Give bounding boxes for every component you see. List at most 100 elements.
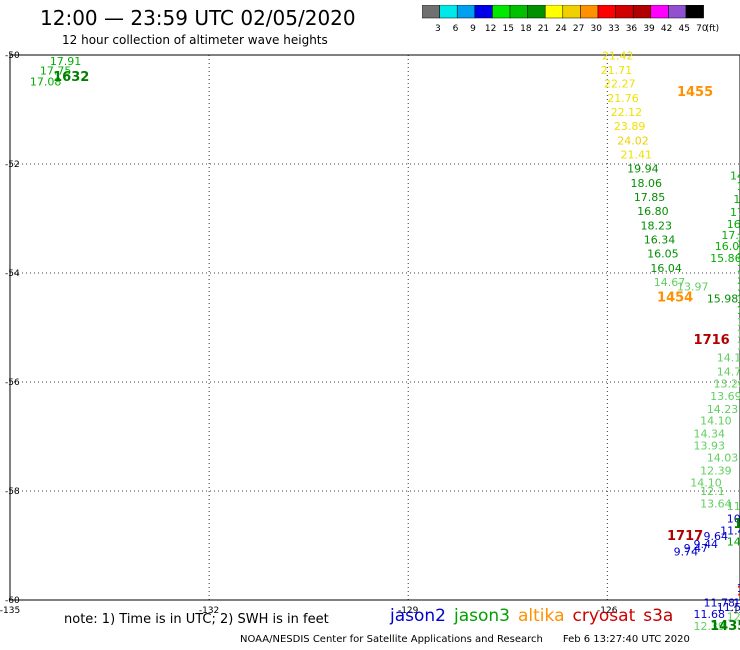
data-point: 18 — [737, 180, 740, 193]
y-tick-label: -58 — [5, 487, 20, 497]
data-point: 22.12 — [611, 106, 643, 119]
chart-title: 12:00 — 23:59 UTC 02/05/2020 — [40, 6, 356, 30]
data-point: 13.38 — [737, 339, 740, 352]
data-point: 17.07 — [721, 229, 740, 242]
data-point: 12.39 — [700, 465, 732, 478]
data-point: 14.10 — [700, 415, 732, 428]
pass-time-label: 1435 — [710, 619, 740, 634]
data-point: 11. — [727, 500, 740, 513]
chart-subtitle: 12 hour collection of altimeter wave hei… — [62, 33, 328, 47]
pass-time-label: 1455 — [677, 85, 713, 100]
data-point: 12.39 — [694, 620, 726, 633]
data-point: 11.78 — [704, 597, 736, 610]
data-point: 14.7 — [737, 280, 740, 293]
legend-item-jason3: jason3 — [454, 606, 510, 626]
data-point: 16.34 — [644, 234, 676, 247]
data-point: 17.91 — [50, 55, 81, 68]
data-point: 11.45 — [720, 525, 740, 538]
data-point: 12.1 — [700, 485, 725, 498]
y-tick-label: -50 — [5, 51, 20, 61]
data-point: 16. — [733, 193, 740, 206]
x-tick-label: -129 — [398, 606, 419, 616]
colorbar-label: 30 — [591, 24, 603, 34]
data-point: 23.89 — [614, 120, 646, 133]
data-point: 11.51 — [717, 601, 740, 614]
data-point: 15. — [737, 256, 740, 269]
data-point: 18.23 — [640, 219, 672, 232]
data-point: 17.1 — [730, 206, 740, 219]
data-point: 13.93 — [694, 440, 726, 453]
colorbar-label: 27 — [573, 24, 584, 34]
data-point: 14 — [730, 169, 740, 182]
data-point: 18.06 — [631, 177, 663, 190]
data-point: 9.64 — [704, 530, 729, 543]
data-point: 13.20 — [713, 377, 740, 390]
data-point: 13.7 — [737, 304, 740, 317]
data-point: 15 — [737, 231, 740, 244]
pass-time-label: 14 — [733, 517, 740, 532]
data-point: 21.71 — [601, 64, 633, 77]
data-point: 14.10 — [690, 477, 722, 490]
data-point: 21.76 — [607, 92, 639, 105]
data-point: 15. — [737, 268, 740, 281]
data-point: 14.34 — [694, 428, 726, 441]
colorbar-unit: (ft) — [706, 24, 720, 34]
colorbar-label: 15 — [503, 24, 514, 34]
data-point: 9.47 — [684, 542, 709, 555]
data-point: 16.01 — [715, 240, 740, 253]
data-point: 21.41 — [621, 149, 653, 162]
data-point: 9.44 — [694, 538, 719, 551]
colorbar-label: 21 — [538, 24, 549, 34]
x-tick-label: -126 — [597, 606, 618, 616]
x-tick-label: -132 — [199, 606, 219, 616]
data-point: 14.18 — [717, 351, 740, 364]
data-point: 16.72 — [727, 218, 740, 231]
colorbar-swatch — [685, 5, 704, 19]
data-point: 22.27 — [604, 78, 636, 91]
colorbar-label: 9 — [470, 24, 476, 34]
data-point: 14. — [727, 536, 740, 549]
data-point: 17.85 — [634, 191, 666, 204]
x-tick-label: -135 — [0, 606, 20, 616]
pass-time-label: 1717 — [667, 529, 703, 544]
data-point: 14.73 — [717, 365, 740, 378]
legend-item-altika: altika — [518, 606, 565, 626]
legend-item-cryosat: cryosat — [572, 606, 636, 626]
data-point: 19.94 — [627, 163, 659, 176]
colorbar-label: 6 — [453, 24, 459, 34]
colorbar-label: 3 — [435, 24, 441, 34]
x-tick-label: -124 — [730, 606, 740, 616]
colorbar-label: 39 — [643, 24, 655, 34]
pass-time-label: 1716 — [694, 333, 730, 348]
credit-line: NOAA/NESDIS Center for Satellite Applica… — [240, 634, 710, 645]
credit-text: NOAA/NESDIS Center for Satellite Applica… — [240, 634, 543, 645]
data-point: 13.69 — [710, 390, 740, 403]
pass-time-label: 1632 — [53, 70, 89, 85]
colorbar-label: 45 — [679, 24, 690, 34]
data-point: 16.05 — [647, 248, 679, 261]
data-point: 14.9 — [737, 293, 740, 306]
pass-time-label: 1454 — [657, 290, 693, 305]
data-point: 17.08 — [30, 76, 61, 89]
data-point: 15.98 — [707, 292, 739, 305]
colorbar-label: 70 — [696, 24, 708, 34]
y-tick-label: -52 — [5, 160, 20, 170]
data-point: 14.23 — [707, 403, 739, 416]
data-point: 12.87 — [727, 611, 740, 624]
satellite-legend: jason2 jason3 altika cryosat s3a — [390, 606, 681, 626]
y-tick-label: -60 — [5, 596, 20, 606]
data-point: 13.97 — [677, 280, 709, 293]
data-point: 14.67 — [654, 276, 686, 289]
data-point: 16.04 — [650, 262, 682, 275]
pass-time-label: 1553 — [737, 585, 740, 600]
data-point: 11.68 — [694, 608, 726, 621]
data-point: 11.49 — [733, 597, 740, 610]
data-point: 15.86 — [710, 252, 740, 265]
footer-note: note: 1) Time is in UTC; 2) SWH is in fe… — [64, 612, 329, 627]
color-scale-bar: 3 6 9 12 15 18 21 24 27 30 33 36 39 42 45 70(ft) — [422, 5, 720, 34]
y-tick-label: -54 — [5, 269, 20, 279]
data-point: 13.64 — [700, 497, 732, 510]
colorbar-label: 12 — [485, 24, 496, 34]
data-point: 10 — [727, 513, 740, 526]
data-point: 16.80 — [637, 205, 669, 218]
